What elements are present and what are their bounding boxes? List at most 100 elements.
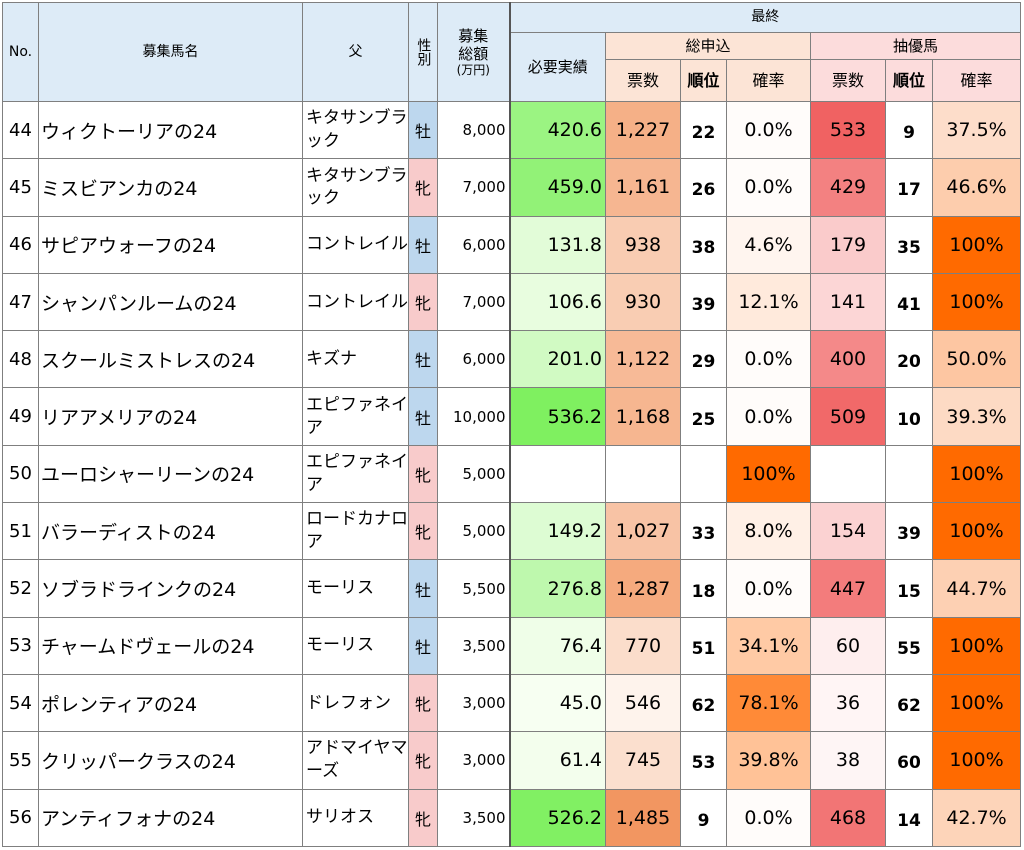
- lottery-votes: 141: [810, 272, 886, 332]
- lottery-rank: 17: [885, 158, 933, 217]
- apply-probability: 8.0%: [726, 502, 811, 561]
- required-record: 106.6: [508, 272, 606, 332]
- required-record: 420.6: [508, 100, 606, 160]
- lottery-probability: 46.6%: [931, 158, 1022, 217]
- horse-name: シャンパンルームの24: [38, 272, 303, 332]
- apply-probability: 39.8%: [726, 731, 811, 790]
- total-price: 5,500: [437, 559, 510, 618]
- total-price: 10,000: [437, 387, 510, 446]
- sex-badge: 牡: [408, 330, 438, 389]
- header-lot-votes: 票数: [810, 59, 886, 102]
- header-application: 総申込: [605, 32, 811, 60]
- apply-probability: 0.0%: [726, 559, 811, 618]
- table-row: 46 サピアウォーフの24 コントレイル 牡 6,000 131.8 938 3…: [2, 215, 1022, 274]
- lottery-rank: 20: [885, 330, 933, 389]
- required-record: 201.0: [508, 330, 606, 389]
- sex-badge: 牝: [408, 731, 438, 790]
- header-lot-prob: 確率: [931, 59, 1022, 102]
- lottery-votes: 533: [810, 100, 886, 160]
- apply-rank: 53: [680, 731, 727, 790]
- horse-name: サピアウォーフの24: [38, 215, 303, 274]
- lottery-rank: 14: [885, 788, 933, 847]
- total-price: 8,000: [437, 100, 510, 160]
- lottery-votes: 60: [810, 616, 886, 675]
- apply-probability: 0.0%: [726, 158, 811, 217]
- header-name: 募集馬名: [38, 2, 303, 102]
- header-sex: 性別: [408, 2, 438, 102]
- apply-probability: 0.0%: [726, 387, 811, 446]
- apply-probability: 0.0%: [726, 330, 811, 389]
- apply-votes: 1,122: [605, 330, 681, 389]
- lottery-rank: 35: [885, 215, 933, 274]
- apply-rank: 25: [680, 387, 727, 446]
- table-row: 52 ソブラドラインクの24 モーリス 牡 5,500 276.8 1,287 …: [2, 559, 1022, 618]
- header-apply-rank: 順位: [680, 59, 727, 102]
- apply-votes: 1,168: [605, 387, 681, 446]
- apply-votes: 938: [605, 215, 681, 274]
- horse-name: ウィクトーリアの24: [38, 100, 303, 160]
- header-no: No.: [2, 2, 39, 102]
- sex-badge: 牡: [408, 100, 438, 160]
- required-record: 149.2: [508, 502, 606, 561]
- sire-name: エピファネイア: [302, 444, 409, 504]
- required-record: 526.2: [508, 788, 606, 847]
- row-no: 46: [2, 215, 39, 274]
- lottery-rank: 10: [885, 387, 933, 446]
- apply-rank: 9: [680, 788, 727, 847]
- sire-name: キタサンブラック: [302, 100, 409, 160]
- sex-badge: 牝: [408, 502, 438, 561]
- total-price: 3,500: [437, 788, 510, 847]
- row-no: 56: [2, 788, 39, 847]
- apply-votes: 1,287: [605, 559, 681, 618]
- sire-name: コントレイル: [302, 215, 409, 274]
- lottery-probability: 42.7%: [931, 788, 1022, 847]
- horse-name: リアアメリアの24: [38, 387, 303, 446]
- horse-name: バラーディストの24: [38, 502, 303, 561]
- apply-rank: 51: [680, 616, 727, 675]
- lottery-rank: 9: [885, 100, 933, 160]
- sire-name: コントレイル: [302, 272, 409, 332]
- horse-name: ミスビアンカの24: [38, 158, 303, 217]
- lottery-votes: 429: [810, 158, 886, 217]
- header-lot-rank: 順位: [885, 59, 933, 102]
- horse-name: ソブラドラインクの24: [38, 559, 303, 618]
- table-row: 53 チャームドヴェールの24 モーリス 牡 3,500 76.4 770 51…: [2, 616, 1022, 675]
- lottery-probability: 100%: [931, 215, 1022, 274]
- required-record: 61.4: [508, 731, 606, 790]
- sex-badge: 牡: [408, 559, 438, 618]
- total-price: 6,000: [437, 330, 510, 389]
- sire-name: アドマイヤマーズ: [302, 731, 409, 790]
- lottery-probability: 44.7%: [931, 559, 1022, 618]
- apply-probability: 0.0%: [726, 788, 811, 847]
- header-total: 募集総額 (万円): [437, 2, 510, 102]
- horse-name: チャームドヴェールの24: [38, 616, 303, 675]
- lottery-votes: 36: [810, 673, 886, 733]
- sex-badge: 牡: [408, 215, 438, 274]
- header-apply-votes: 票数: [605, 59, 681, 102]
- horse-name: クリッパークラスの24: [38, 731, 303, 790]
- apply-votes: 930: [605, 272, 681, 332]
- lottery-votes: 509: [810, 387, 886, 446]
- sex-badge: 牡: [408, 616, 438, 675]
- table-row: 45 ミスビアンカの24 キタサンブラック 牝 7,000 459.0 1,16…: [2, 158, 1022, 217]
- apply-probability: 0.0%: [726, 100, 811, 160]
- lottery-rank: [885, 444, 933, 504]
- sex-badge: 牝: [408, 788, 438, 847]
- header-required: 必要実績: [508, 32, 606, 102]
- total-price: 7,000: [437, 158, 510, 217]
- lottery-probability: 100%: [931, 673, 1022, 733]
- lottery-rank: 15: [885, 559, 933, 618]
- sex-badge: 牡: [408, 387, 438, 446]
- lottery-votes: 179: [810, 215, 886, 274]
- table-row: 55 クリッパークラスの24 アドマイヤマーズ 牝 3,000 61.4 745…: [2, 731, 1022, 790]
- lottery-votes: 400: [810, 330, 886, 389]
- lottery-rank: 60: [885, 731, 933, 790]
- apply-rank: 38: [680, 215, 727, 274]
- apply-votes: 1,027: [605, 502, 681, 561]
- apply-votes: 1,227: [605, 100, 681, 160]
- apply-rank: 26: [680, 158, 727, 217]
- lottery-rank: 55: [885, 616, 933, 675]
- horse-name: スクールミストレスの24: [38, 330, 303, 389]
- sex-badge: 牝: [408, 673, 438, 733]
- total-price: 5,000: [437, 444, 510, 504]
